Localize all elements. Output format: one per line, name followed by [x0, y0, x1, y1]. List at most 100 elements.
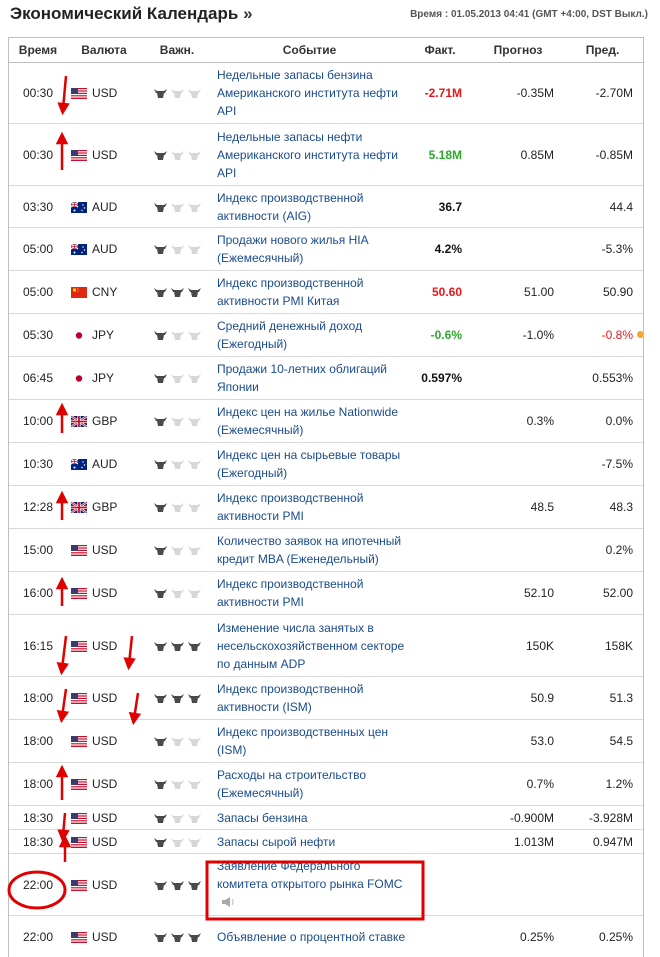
previous-value-cell: 54.5 — [562, 720, 643, 763]
event-link[interactable]: Индекс цен на сырьевые товары (Ежегодный… — [217, 448, 400, 480]
importance-rating — [141, 763, 213, 806]
column-header-actual[interactable]: Факт. — [406, 38, 474, 63]
event-cell: Индекс производственной активности (ISM) — [213, 677, 406, 720]
bull-icon — [188, 779, 201, 790]
event-link[interactable]: Индекс производственной активности (ISM) — [217, 682, 363, 714]
event-link[interactable]: Изменение числа занятых в несельскохозяй… — [217, 621, 404, 671]
importance-rating — [141, 186, 213, 228]
column-header-forecast[interactable]: Прогноз — [474, 38, 562, 63]
cn-flag-icon — [71, 287, 87, 298]
bull-icon — [188, 150, 201, 161]
previous-value-cell: -2.70M — [562, 63, 643, 124]
forecast-value: 0.7% — [474, 763, 562, 806]
event-time: 18:00 — [9, 720, 67, 763]
event-link[interactable]: Средний денежный доход (Ежегодный) — [217, 319, 362, 351]
forecast-value: -0.900M — [474, 806, 562, 830]
event-link[interactable]: Индекс производственной активности PMI К… — [217, 276, 363, 308]
importance-rating — [141, 314, 213, 357]
currency-code: AUD — [92, 200, 117, 214]
column-header-currency[interactable]: Валюта — [67, 38, 141, 63]
event-link[interactable]: Продажи 10-летних облигаций Японии — [217, 362, 387, 394]
previous-value-cell: -0.8% — [562, 314, 643, 357]
bull-icon — [154, 588, 167, 599]
page-title[interactable]: Экономический Календарь » — [10, 4, 253, 24]
event-currency: USD — [67, 124, 141, 186]
actual-value — [406, 720, 474, 763]
event-link[interactable]: Расходы на строительство (Ежемесячный) — [217, 768, 366, 800]
event-link[interactable]: Заявление Федерального комитета открытог… — [217, 859, 402, 891]
event-time: 18:00 — [9, 677, 67, 720]
bull-icon — [171, 813, 184, 824]
previous-value-cell: 1.2% — [562, 763, 643, 806]
event-link[interactable]: Индекс производственной активности (AIG) — [217, 191, 363, 223]
previous-value: 0.2% — [606, 543, 633, 557]
actual-value — [406, 400, 474, 443]
event-link[interactable]: Индекс производственной активности PMI — [217, 491, 363, 523]
column-header-event[interactable]: Событие — [213, 38, 406, 63]
bull-icon — [171, 287, 184, 298]
bull-icon — [154, 837, 167, 848]
calendar-table-container: Время Валюта Важн. Событие Факт. Прогноз… — [8, 37, 644, 957]
event-link[interactable]: Объявление о процентной ставке — [217, 930, 405, 944]
event-link[interactable]: Индекс цен на жилье Nationwide (Ежемесяч… — [217, 405, 398, 437]
forecast-value: 0.85M — [474, 124, 562, 186]
event-link[interactable]: Запасы сырой нефти — [217, 835, 335, 849]
event-time: 00:30 — [9, 63, 67, 124]
us-flag-icon — [71, 545, 87, 556]
event-link[interactable]: Индекс производственных цен (ISM) — [217, 725, 388, 757]
previous-value: 158K — [605, 639, 633, 653]
forecast-value — [474, 854, 562, 916]
importance-rating — [141, 400, 213, 443]
event-currency: USD — [67, 677, 141, 720]
currency-code: JPY — [92, 371, 114, 385]
more-arrow-icon[interactable]: » — [243, 4, 252, 23]
bull-icon — [171, 202, 184, 213]
forecast-value: 51.00 — [474, 271, 562, 314]
event-time: 18:30 — [9, 830, 67, 854]
event-currency: JPY — [67, 314, 141, 357]
event-cell: Индекс цен на сырьевые товары (Ежегодный… — [213, 443, 406, 486]
previous-value-cell: 50.90 — [562, 271, 643, 314]
us-flag-icon — [71, 779, 87, 790]
column-header-time[interactable]: Время — [9, 38, 67, 63]
forecast-value: 48.5 — [474, 486, 562, 529]
event-link[interactable]: Количество заявок на ипотечный кредит MB… — [217, 534, 401, 566]
actual-value: 4.2% — [406, 228, 474, 271]
event-link[interactable]: Индекс производственной активности PMI — [217, 577, 363, 609]
event-time: 05:00 — [9, 228, 67, 271]
event-link[interactable]: Продажи нового жилья HIA (Ежемесячный) — [217, 233, 368, 265]
currency-code: USD — [92, 835, 117, 849]
event-currency: GBP — [67, 486, 141, 529]
column-header-importance[interactable]: Важн. — [141, 38, 213, 63]
bull-icon — [154, 641, 167, 652]
event-cell: Продажи 10-летних облигаций Японии — [213, 357, 406, 400]
event-link[interactable]: Недельные запасы бензина Американского и… — [217, 68, 398, 118]
importance-rating — [141, 271, 213, 314]
bull-icon — [154, 373, 167, 384]
column-header-previous[interactable]: Пред. — [562, 38, 643, 63]
event-currency: USD — [67, 830, 141, 854]
event-link[interactable]: Недельные запасы нефти Американского инс… — [217, 130, 398, 180]
page-title-text[interactable]: Экономический Календарь — [10, 4, 238, 23]
event-link[interactable]: Запасы бензина — [217, 811, 308, 825]
